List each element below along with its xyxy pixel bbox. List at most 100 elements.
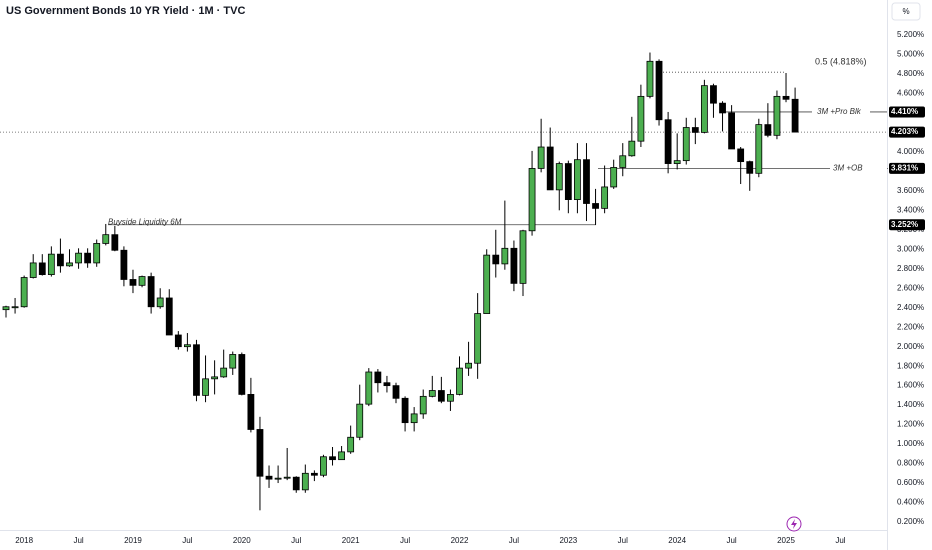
candle-body: [310, 472, 318, 476]
x-tick-label: 2022: [451, 536, 469, 545]
x-tick-label: Jul: [726, 536, 736, 545]
candle-body: [564, 163, 572, 201]
candle-body: [755, 124, 763, 174]
unit-button[interactable]: [891, 2, 921, 21]
candle-body: [682, 127, 690, 162]
candle-body: [465, 362, 472, 369]
x-tick-label: Jul: [618, 536, 628, 545]
unit-label[interactable]: %: [902, 7, 909, 16]
chart-title: US Government Bonds 10 YR Yield · 1M · T…: [6, 5, 245, 17]
candle-body: [256, 429, 264, 477]
price-label: 3.831%: [891, 163, 918, 172]
candle-body: [274, 477, 282, 480]
candle-body: [501, 247, 509, 265]
candle-body: [183, 344, 191, 348]
y-tick-label: 4.600%: [897, 89, 924, 98]
candle-body: [120, 249, 128, 280]
candle-body: [165, 297, 173, 336]
candle-body: [347, 436, 355, 453]
candle-body: [637, 95, 645, 142]
candle-body: [546, 146, 554, 191]
candle-body: [29, 262, 37, 278]
replay-icon[interactable]: [786, 516, 802, 532]
y-tick-label: 1.800%: [897, 361, 924, 370]
candle-body: [365, 371, 373, 405]
candle-body: [57, 253, 64, 267]
candle-body: [664, 119, 672, 164]
candle-body: [437, 390, 445, 402]
candle-body: [211, 376, 219, 380]
candle-body: [456, 367, 463, 395]
candle-body: [719, 102, 726, 114]
y-tick-label: 1.000%: [897, 439, 924, 448]
candle-body: [47, 253, 55, 276]
candle-body: [410, 413, 418, 424]
candle-body: [592, 203, 599, 209]
y-tick-label: 2.600%: [897, 283, 924, 292]
y-tick-label: 4.000%: [897, 147, 924, 156]
candle-body: [147, 276, 155, 308]
x-tick-label: 2023: [559, 536, 577, 545]
candle-body: [66, 262, 73, 267]
y-tick-label: 1.600%: [897, 381, 924, 390]
candle-body: [174, 334, 182, 348]
x-tick-label: Jul: [835, 536, 845, 545]
x-tick-label: 2025: [777, 536, 795, 545]
price-label: 3.252%: [891, 220, 918, 229]
level-label: 3M +Pro Blk: [817, 107, 862, 116]
candle-body: [574, 159, 581, 201]
candle-body: [764, 124, 772, 136]
candle-body: [419, 395, 427, 415]
x-tick-label: Jul: [509, 536, 519, 545]
candle-body: [84, 252, 92, 264]
x-tick-label: Jul: [73, 536, 83, 545]
candle-body: [628, 140, 636, 157]
y-tick-label: 2.000%: [897, 342, 924, 351]
candle-body: [329, 456, 336, 461]
y-tick-label: 4.800%: [897, 69, 924, 78]
candle-body: [746, 161, 754, 174]
candle-body: [428, 390, 436, 397]
y-tick-label: 0.400%: [897, 498, 924, 507]
price-label-box: [889, 106, 925, 118]
candle-body: [320, 456, 327, 476]
candle-body: [728, 112, 735, 150]
candle-body: [646, 60, 654, 97]
candle-body: [111, 234, 119, 251]
price-label-box: [889, 126, 925, 138]
candle-body: [301, 472, 309, 491]
y-tick-label: 2.200%: [897, 322, 924, 331]
candle-body: [610, 167, 618, 188]
candle-body: [202, 378, 209, 396]
candle-body: [38, 262, 46, 276]
y-tick-label: 3.400%: [897, 205, 924, 214]
candle-body: [75, 252, 82, 264]
candle-body: [102, 234, 110, 244]
candle-body: [492, 254, 500, 265]
candle-body: [401, 397, 409, 424]
candle-body: [129, 279, 137, 286]
candle-body: [782, 95, 790, 100]
candle-body: [447, 394, 454, 402]
candle-body: [338, 451, 345, 461]
level-label: Buyside Liquidity 6M: [108, 217, 182, 226]
candle-body: [710, 85, 717, 104]
level-label: 3M +OB: [833, 163, 863, 172]
candle-body: [655, 60, 663, 121]
candle-body: [700, 85, 708, 133]
y-tick-label: 5.000%: [897, 50, 924, 59]
x-tick-label: 2020: [233, 536, 251, 545]
candle-body: [737, 148, 745, 163]
candle-body: [356, 403, 364, 438]
price-label-box: [889, 162, 925, 174]
candle-body: [193, 344, 200, 396]
price-label: 4.203%: [891, 127, 918, 136]
x-tick-label: Jul: [291, 536, 301, 545]
x-tick-label: Jul: [182, 536, 192, 545]
y-tick-label: 1.200%: [897, 420, 924, 429]
x-tick-label: 2019: [124, 536, 142, 545]
x-tick-label: 2024: [668, 536, 686, 545]
candle-body: [265, 475, 273, 480]
y-tick-label: 1.400%: [897, 400, 924, 409]
